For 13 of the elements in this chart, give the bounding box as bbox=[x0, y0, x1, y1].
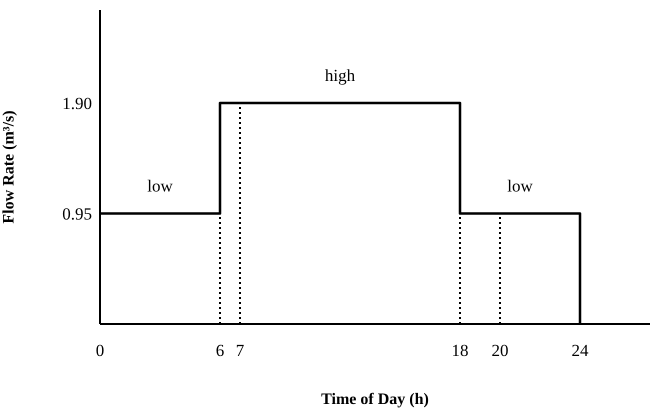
y-axis-title: Flow Rate (m³/s) bbox=[0, 110, 18, 224]
x-tick-label: 0 bbox=[96, 341, 104, 360]
x-tick-label: 24 bbox=[572, 341, 589, 360]
y-tick-label: 1.90 bbox=[62, 94, 92, 114]
annotation: low bbox=[147, 176, 174, 196]
x-axis-title: Time of Day (h) bbox=[321, 391, 429, 408]
x-tick-label: 7 bbox=[236, 341, 245, 360]
y-tick-label: 0.95 bbox=[62, 204, 92, 224]
x-tick-label: 20 bbox=[492, 341, 508, 360]
x-tick-label: 18 bbox=[452, 341, 468, 360]
x-tick-label: 6 bbox=[216, 341, 224, 360]
annotation: low bbox=[507, 176, 534, 196]
annotation: high bbox=[324, 66, 356, 86]
